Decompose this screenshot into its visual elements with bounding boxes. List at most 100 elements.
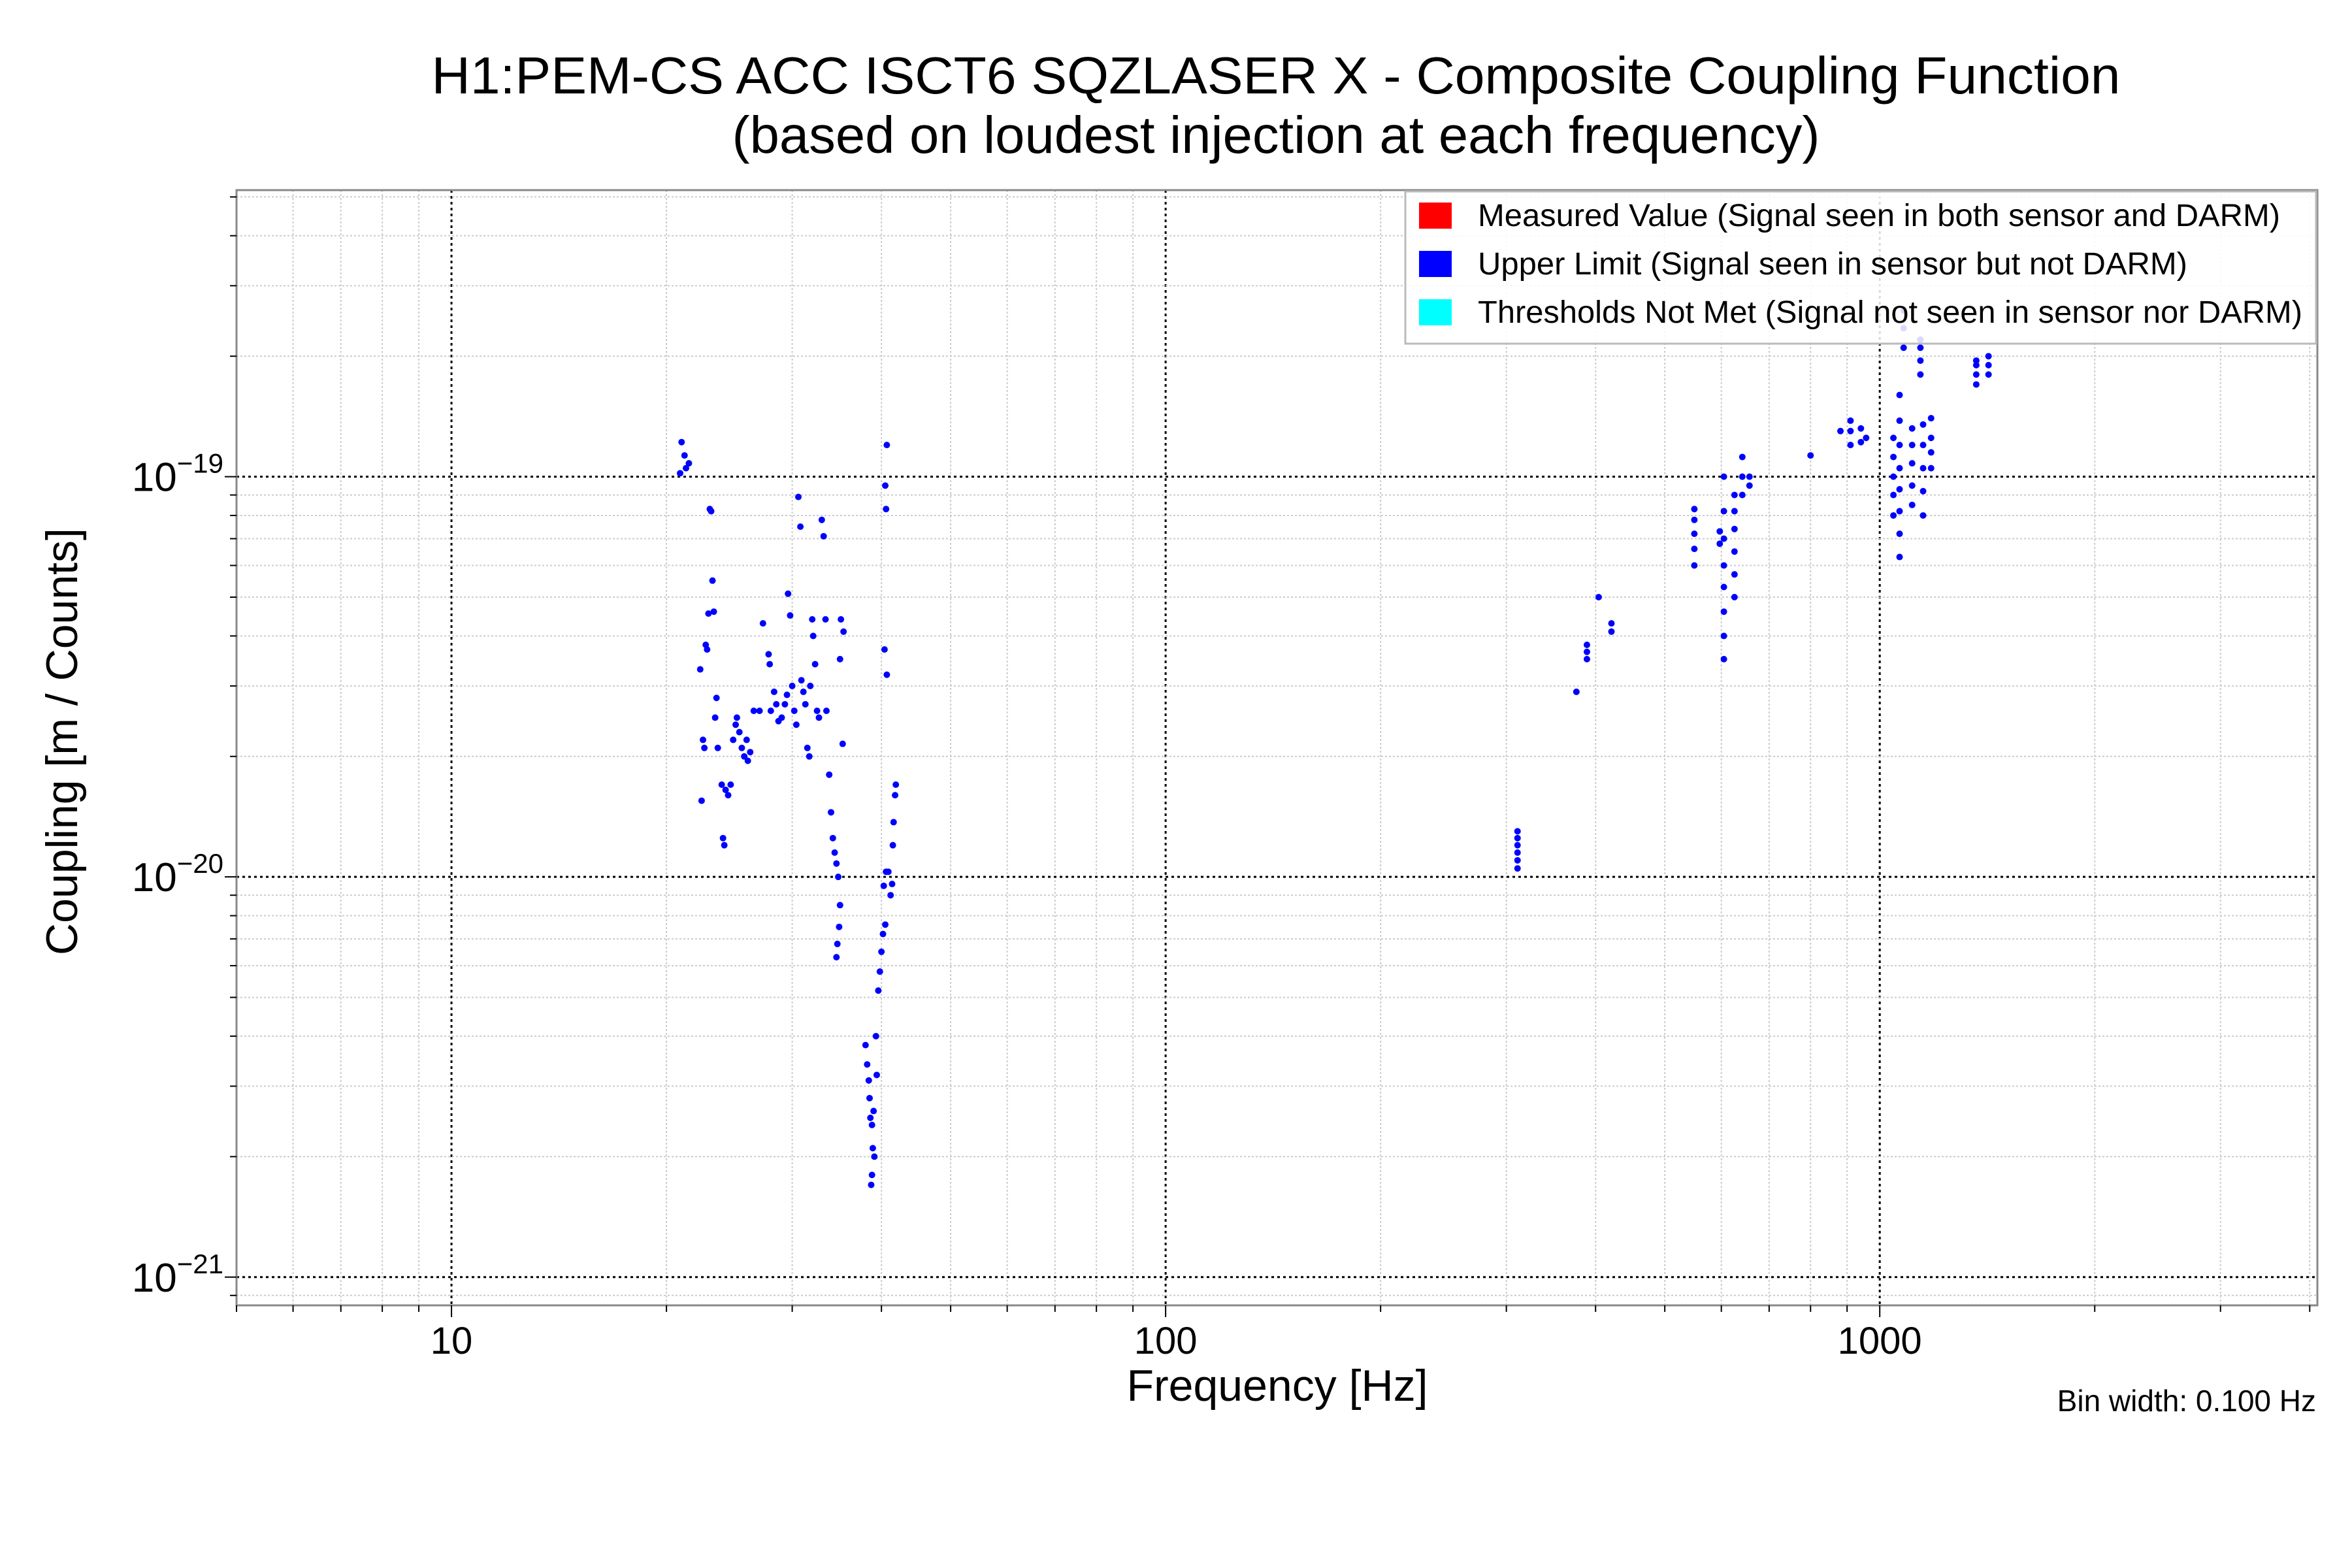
data-point (881, 646, 888, 653)
data-point (1583, 648, 1590, 655)
data-point (868, 1121, 875, 1128)
y-tick-label: 10−20 (132, 848, 223, 900)
data-point (709, 577, 716, 584)
data-point (1908, 425, 1916, 432)
data-point (1896, 531, 1903, 538)
data-point (839, 740, 846, 747)
data-point (711, 714, 719, 721)
chart-title: H1:PEM-CS ACC ISCT6 SQZLASER X - Composi… (432, 46, 2121, 105)
x-tick-label: 100 (1134, 1320, 1198, 1362)
data-point (766, 661, 774, 668)
data-point (889, 841, 896, 849)
data-point (682, 465, 689, 472)
data-point (1847, 427, 1854, 434)
data-point (836, 655, 843, 662)
data-point (781, 700, 789, 708)
data-point (714, 744, 721, 751)
data-points (676, 307, 1992, 1188)
axis-ticks: 10 100 1000 10−19 10−20 10−21 (132, 196, 2311, 1362)
data-point (1514, 828, 1521, 835)
data-point (1890, 453, 1897, 461)
data-point (1972, 371, 1980, 378)
data-point (1514, 834, 1521, 841)
data-point (1514, 865, 1521, 872)
data-point (807, 682, 814, 689)
data-point (1847, 417, 1854, 424)
data-point (727, 781, 734, 789)
y-tick-label: 10−21 (132, 1249, 223, 1301)
legend-label: Measured Value (Signal seen in both sens… (1478, 199, 2280, 233)
data-point (1837, 427, 1844, 434)
data-point (865, 1077, 872, 1084)
data-point (700, 736, 707, 743)
data-point (1927, 465, 1935, 472)
data-point (820, 532, 827, 540)
data-point (864, 1061, 871, 1068)
data-point (713, 694, 720, 702)
data-point (838, 616, 845, 623)
data-point (867, 1114, 874, 1121)
data-point (870, 1107, 877, 1115)
data-point (1972, 381, 1980, 388)
data-point (833, 954, 840, 961)
data-point (840, 628, 847, 635)
data-point (890, 819, 897, 826)
data-point (1890, 512, 1897, 519)
data-point (882, 482, 889, 489)
data-point (725, 792, 732, 799)
data-point (1514, 857, 1521, 864)
data-point (765, 651, 772, 658)
data-point (892, 792, 899, 799)
data-point (1514, 849, 1521, 857)
data-point (794, 493, 802, 500)
data-point (798, 677, 805, 684)
chart-subtitle: (based on loudest injection at each freq… (732, 106, 1820, 164)
data-point (834, 940, 841, 947)
data-point (826, 771, 833, 778)
data-point (732, 721, 740, 728)
data-point (721, 841, 728, 849)
data-point (1746, 482, 1753, 489)
data-point (1972, 357, 1980, 364)
data-point (1900, 344, 1907, 351)
data-point (741, 753, 748, 760)
data-point (836, 923, 843, 930)
data-point (868, 1181, 875, 1188)
data-point (875, 987, 882, 994)
data-point (1896, 465, 1903, 472)
data-point (809, 616, 816, 623)
data-point (791, 707, 798, 714)
data-point (797, 523, 804, 531)
data-point (885, 868, 892, 875)
data-point (883, 506, 890, 513)
data-point (892, 781, 900, 789)
data-point (1927, 434, 1935, 442)
data-point (733, 714, 740, 721)
data-point (1919, 487, 1927, 495)
x-tick-label: 10 (431, 1320, 473, 1362)
data-point (887, 892, 894, 899)
data-point (1720, 655, 1727, 662)
y-tick-label: 10−19 (132, 448, 223, 500)
data-point (1919, 465, 1927, 472)
data-point (1896, 553, 1903, 561)
data-point (829, 834, 836, 841)
data-point (804, 744, 811, 751)
data-point (1739, 491, 1746, 498)
data-point (685, 460, 693, 467)
data-point (813, 707, 821, 714)
data-point (1857, 438, 1865, 446)
data-point (1608, 620, 1615, 627)
data-point (1514, 841, 1521, 849)
data-point (823, 707, 830, 714)
data-point (1807, 452, 1814, 459)
data-point (815, 714, 823, 721)
data-point (785, 590, 792, 597)
data-point (883, 671, 890, 678)
data-point (1896, 391, 1903, 399)
data-point (718, 781, 725, 789)
data-point (1917, 371, 1924, 378)
data-point (1691, 546, 1698, 553)
data-point (1691, 506, 1698, 513)
data-point (736, 728, 743, 736)
